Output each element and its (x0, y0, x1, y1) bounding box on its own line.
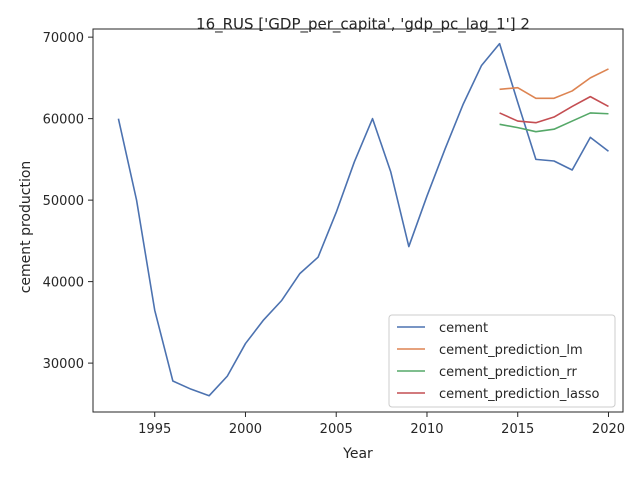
y-tick-label: 70000 (43, 31, 84, 46)
plot-frame (92, 28, 624, 413)
series-lines (117, 42, 609, 397)
y-tick-label: 50000 (43, 194, 84, 209)
y-axis-label: cement production (18, 161, 34, 294)
x-tick-label: 2010 (410, 422, 443, 437)
series-line-cement (117, 42, 609, 397)
y-tick-label: 40000 (43, 276, 84, 291)
plot-area (92, 28, 624, 413)
x-axis: 1995 2000 2005 2010 2015 2020 (138, 412, 625, 437)
series-line-cement-prediction-rr (499, 112, 609, 133)
series-line-cement-prediction-lasso (499, 95, 609, 124)
legend-label: cement_prediction_lasso (439, 387, 599, 402)
x-tick-label: 2015 (501, 422, 534, 437)
x-axis-label: Year (342, 446, 373, 462)
chart-title: 16_RUS ['GDP_per_capita', 'gdp_pc_lag_1'… (196, 15, 530, 34)
legend: cement cement_prediction_lm cement_predict… (388, 314, 616, 408)
series-line-cement-prediction-lm (499, 68, 609, 100)
x-tick-label: 2020 (592, 422, 625, 437)
x-tick-label: 2000 (229, 422, 262, 437)
legend-label: cement (439, 321, 488, 336)
y-tick-label: 60000 (43, 113, 84, 128)
y-axis: 30000 40000 50000 60000 70000 (43, 31, 93, 372)
legend-box (388, 314, 616, 408)
x-tick-label: 1995 (138, 422, 171, 437)
legend-label: cement_prediction_rr (439, 365, 577, 380)
y-tick-label: 30000 (43, 357, 84, 372)
legend-label: cement_prediction_lm (439, 343, 583, 358)
x-tick-label: 2005 (320, 422, 353, 437)
